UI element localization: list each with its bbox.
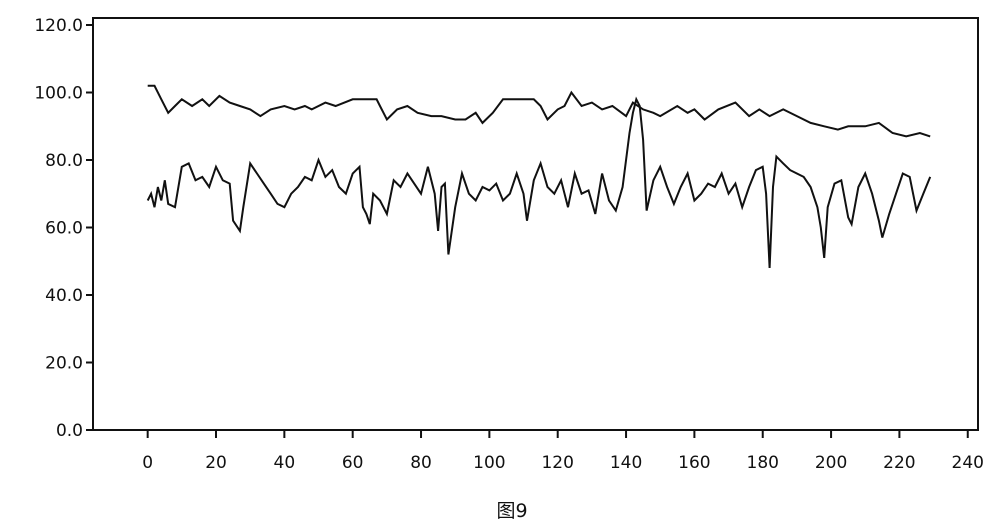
- x-tick-label: 100: [473, 453, 505, 473]
- series-line-1: [147, 84, 931, 138]
- x-tick-label: 220: [883, 453, 915, 473]
- y-tick-label: 120.0: [34, 16, 83, 36]
- plot-frame: [92, 17, 979, 431]
- x-tick-label: 80: [410, 453, 432, 473]
- x-tick-label: 140: [610, 453, 642, 473]
- y-tick-label: 80.0: [45, 151, 83, 171]
- x-tick-label: 20: [205, 453, 227, 473]
- y-tick-label: 40.0: [45, 286, 83, 306]
- x-tick-label: 0: [142, 453, 153, 473]
- x-tick-label: 240: [952, 453, 984, 473]
- x-tick-label: 60: [342, 453, 364, 473]
- x-tick-label: 160: [678, 453, 710, 473]
- y-tick-label: 60.0: [45, 219, 83, 239]
- x-tick-label: 200: [815, 453, 847, 473]
- series-line-2: [146, 96, 932, 269]
- x-tick-label: 40: [274, 453, 296, 473]
- x-tick-label: 180: [747, 453, 779, 473]
- y-tick-label: 20.0: [45, 354, 83, 374]
- y-tick-label: 100.0: [34, 84, 83, 104]
- y-tick-label: 0.0: [56, 421, 83, 441]
- x-tick-label: 120: [541, 453, 573, 473]
- figure-caption: 图9: [496, 500, 527, 522]
